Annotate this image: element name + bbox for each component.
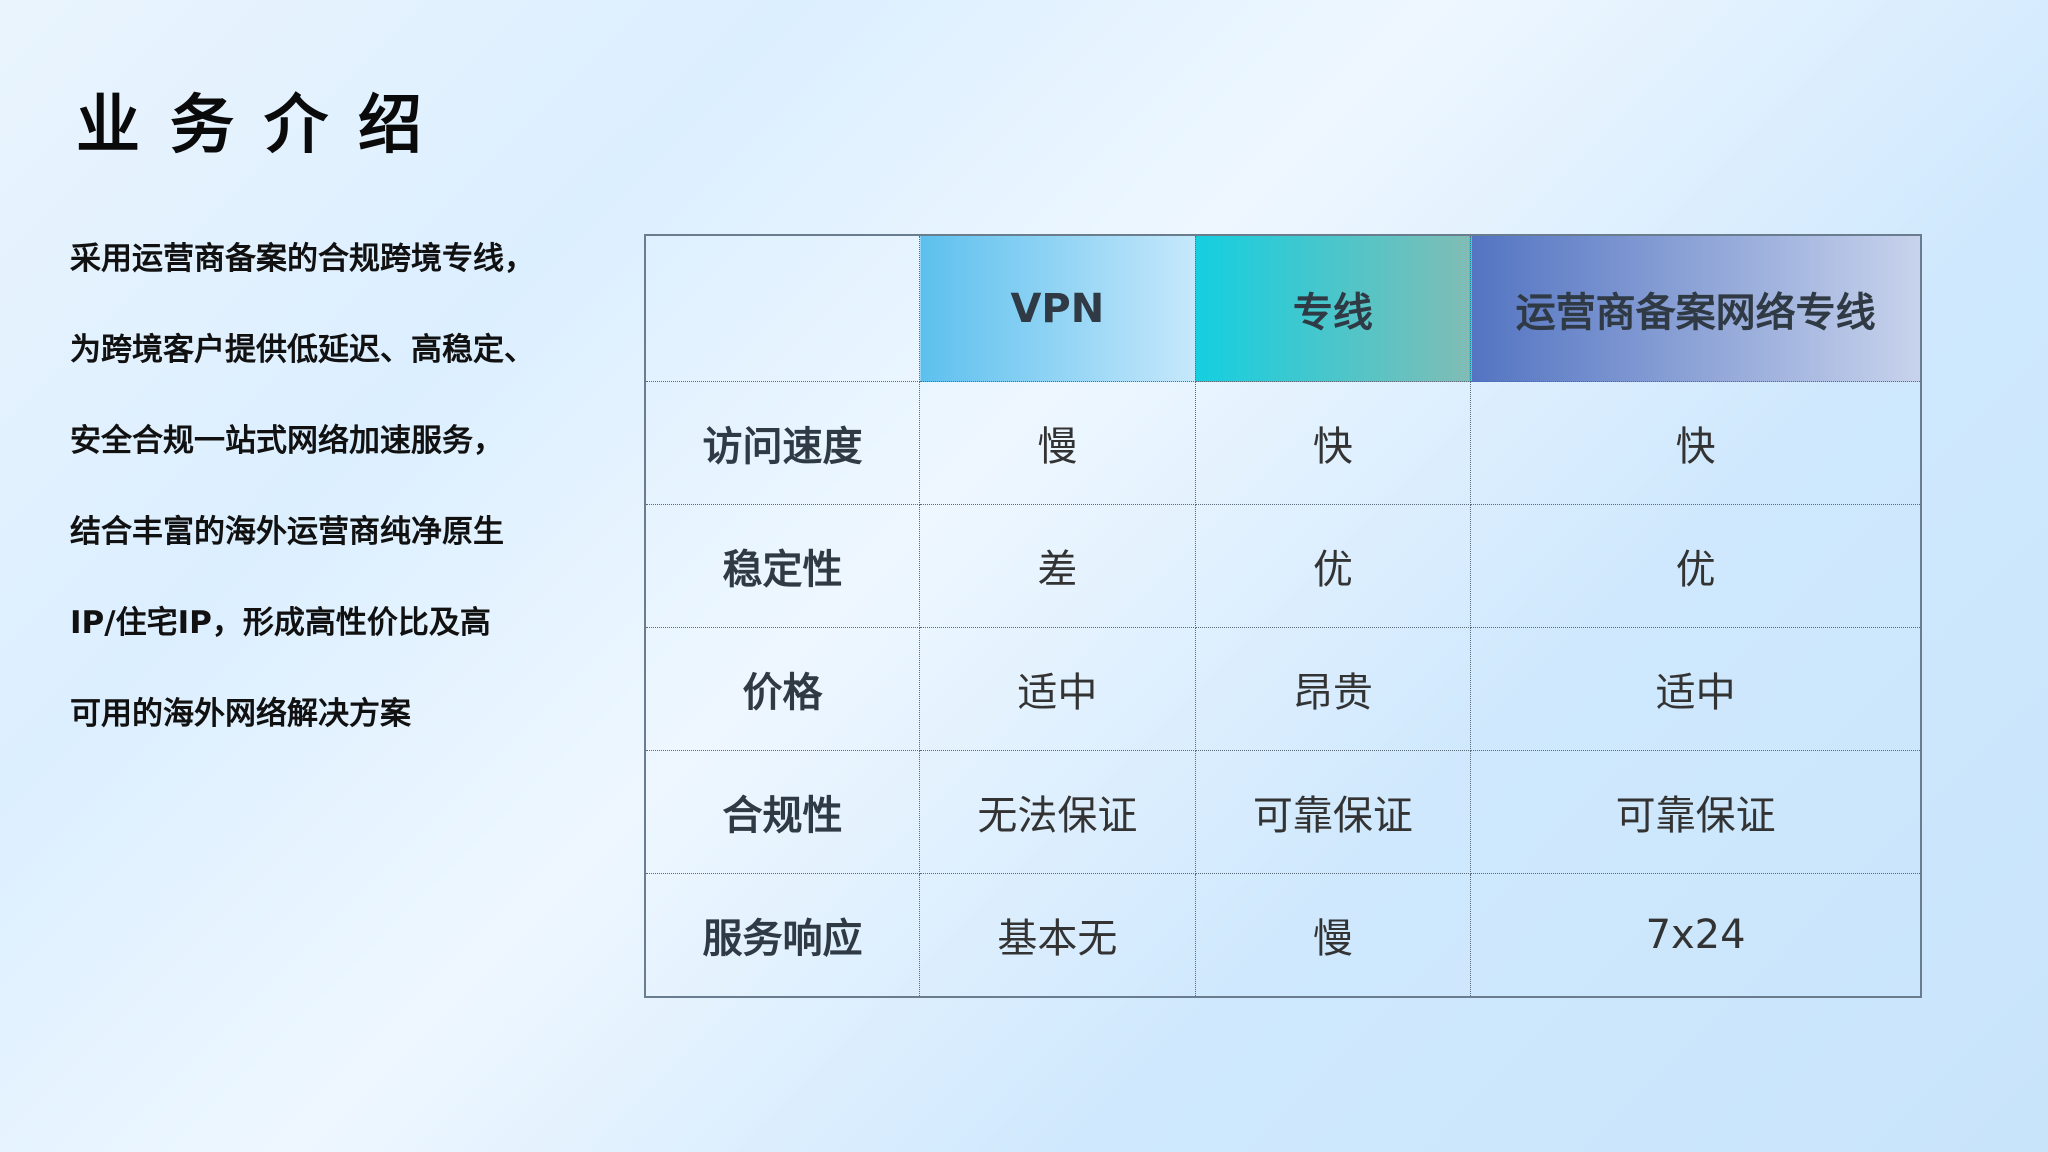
table-row: 价格 适中 昂贵 适中 bbox=[644, 627, 1922, 751]
row-label: 服务响应 bbox=[644, 873, 921, 998]
row-label: 合规性 bbox=[644, 750, 921, 874]
row-label: 价格 bbox=[644, 627, 921, 751]
intro-line: 结合丰富的海外运营商纯净原生 bbox=[70, 514, 504, 550]
table-cell: 快 bbox=[1470, 381, 1922, 505]
table-cell: 适中 bbox=[919, 627, 1196, 751]
intro-line: IP/住宅IP，形成高性价比及高 bbox=[70, 605, 491, 641]
intro-line: 安全合规一站式网络加速服务， bbox=[70, 423, 504, 459]
table-cell: 基本无 bbox=[919, 873, 1196, 998]
table-cell: 无法保证 bbox=[919, 750, 1196, 874]
table-cell: 可靠保证 bbox=[1194, 750, 1472, 874]
row-label: 访问速度 bbox=[644, 381, 921, 505]
table-cell: 慢 bbox=[919, 381, 1196, 505]
table-cell: 慢 bbox=[1194, 873, 1472, 998]
table-cell: 昂贵 bbox=[1194, 627, 1472, 751]
comparison-table: VPN 专线 运营商备案网络专线 访问速度 慢 快 快 稳定性 差 优 优 价格… bbox=[644, 234, 1922, 998]
table-cell: 7x24 bbox=[1470, 873, 1922, 998]
table-header-row: VPN 专线 运营商备案网络专线 bbox=[644, 234, 1922, 382]
table-cell: 可靠保证 bbox=[1470, 750, 1922, 874]
header-dedicated-line: 专线 bbox=[1194, 234, 1472, 382]
intro-line: 为跨境客户提供低延迟、高稳定、 bbox=[70, 332, 535, 368]
header-vpn: VPN bbox=[919, 234, 1196, 382]
table-cell: 优 bbox=[1470, 504, 1922, 628]
table-row: 服务响应 基本无 慢 7x24 bbox=[644, 873, 1922, 998]
table-cell: 差 bbox=[919, 504, 1196, 628]
intro-paragraph: 采用运营商备案的合规跨境专线， 为跨境客户提供低延迟、高稳定、 安全合规一站式网… bbox=[70, 214, 630, 760]
intro-line: 采用运营商备案的合规跨境专线， bbox=[70, 241, 535, 277]
table-row: 访问速度 慢 快 快 bbox=[644, 381, 1922, 505]
page-title: 业务介绍 bbox=[76, 89, 452, 163]
row-label: 稳定性 bbox=[644, 504, 921, 628]
table-cell: 优 bbox=[1194, 504, 1472, 628]
table-cell: 快 bbox=[1194, 381, 1472, 505]
header-carrier-line: 运营商备案网络专线 bbox=[1470, 234, 1922, 382]
table-row: 合规性 无法保证 可靠保证 可靠保证 bbox=[644, 750, 1922, 874]
table-row: 稳定性 差 优 优 bbox=[644, 504, 1922, 628]
table-cell: 适中 bbox=[1470, 627, 1922, 751]
header-empty bbox=[644, 234, 921, 382]
intro-line: 可用的海外网络解决方案 bbox=[70, 696, 411, 732]
